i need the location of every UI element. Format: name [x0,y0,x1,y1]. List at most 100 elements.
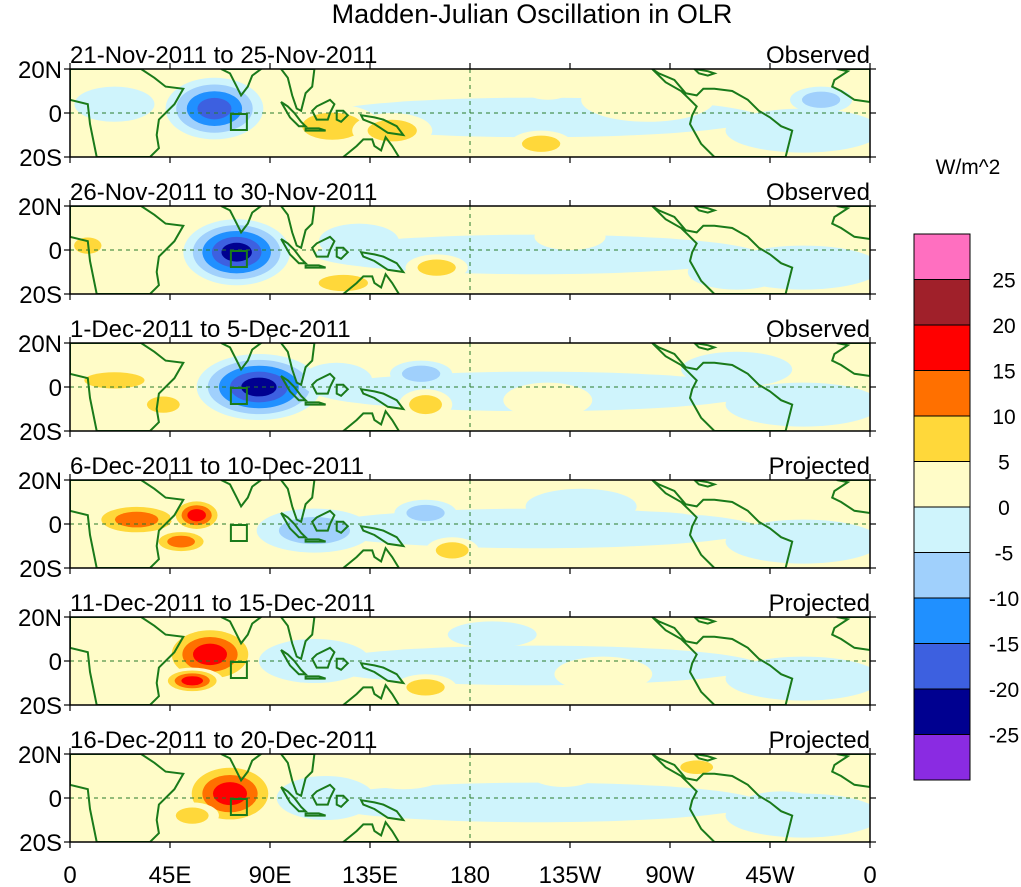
coastline-8 [304,401,326,406]
panel-6: 20N 0 20S 16-Dec-2011 to 20-Dec-2011 Project… [18,727,876,857]
legend-label: 5 [998,452,1010,475]
anomaly-1-level-4 [197,97,232,120]
panel-field [70,754,870,842]
coastline-12 [830,206,870,241]
coastline-3 [279,480,316,524]
coastline-3 [279,343,316,387]
legend-swatch-4 [913,370,971,417]
panel-stack: 20N 0 20S 21-Nov-2011 to 25-Nov-2011 Observe… [18,42,876,857]
anomaly-8-level-1 [681,351,793,387]
legend-swatch-5 [913,415,971,462]
legend-label: -15 [989,634,1019,657]
coastline-4 [280,786,309,813]
y-tick-label: 20S [19,419,62,446]
y-tick-label: 20S [19,830,62,857]
panel-status: Observed [766,42,870,69]
coastline-7 [359,250,406,274]
anomaly-8-level-1 [581,77,715,122]
y-tick-label: 0 [49,238,62,265]
anomaly-3-level-2 [318,274,368,292]
coastline-2 [220,754,263,783]
x-tick-label: 90W [645,862,695,887]
legend-label: 10 [992,406,1015,429]
coastline-9 [341,272,401,294]
x-tick-label: 90E [249,862,292,887]
legend-swatch-11 [913,688,971,735]
anomaly-1-level-3 [114,511,159,528]
x-tick-label: 45E [149,862,192,887]
coastline-12 [830,343,870,378]
coastline-4 [280,375,309,402]
coastline-6 [335,109,350,124]
coastline-5 [310,783,336,806]
coastline-8 [304,127,326,132]
legend-swatch-12 [913,734,971,781]
legend-swatch-10 [913,643,971,690]
legend-label: 15 [992,361,1015,384]
panel-status: Projected [769,727,870,754]
panel-period: 11-Dec-2011 to 15-Dec-2011 [70,590,376,617]
coastline-2 [220,480,263,509]
panel-status: Projected [769,453,870,480]
coastline-5 [310,98,336,121]
anomaly-4-level-2 [409,395,442,415]
anomaly-5-level-2 [406,679,445,696]
coastline-1 [70,617,185,705]
coastline-8 [304,538,326,543]
coastline-3 [279,206,316,250]
anomaly-8-level-1 [687,254,786,290]
legend-swatch-2 [913,279,971,326]
anomaly-2-level-2 [175,807,209,824]
index-box [229,387,248,405]
coastline-2 [220,69,263,98]
y-tick-label: 20S [19,145,62,172]
coastline-8 [304,812,326,817]
coastline-12 [830,754,870,789]
anomaly-4-level-2 [521,135,561,152]
panel-status: Projected [769,590,870,617]
coastline-12 [830,480,870,515]
panel-status: Observed [766,316,870,343]
legend-label: -10 [989,588,1019,611]
legend-swatch-6 [913,461,971,508]
anomaly-1-level-4 [192,643,228,666]
legend-swatch-7 [913,506,971,553]
x-tick-label: 45W [745,862,795,887]
anomaly-8-level-1 [665,488,733,516]
coastline-11 [692,69,718,77]
coastline-9 [341,409,401,431]
coastline-6 [335,520,350,535]
anomaly-3-level-2 [146,396,180,413]
legend-swatch-3 [913,324,971,371]
coastline-4 [280,649,309,676]
coastline-2 [220,206,263,235]
coastline-1 [70,754,185,842]
coastline-6 [335,794,350,809]
y-tick-label: 20N [18,742,62,769]
coastline-5 [310,372,336,395]
anomaly-2-level-2 [302,112,363,140]
coastline-12 [830,69,870,104]
y-tick-label: 0 [49,649,62,676]
anomaly-4-level-1 [363,762,444,790]
panel-4: 20N 0 20S 6-Dec-2011 to 10-Dec-2011 Projecte… [18,453,876,583]
coastline-6 [335,383,350,398]
panel-period: 6-Dec-2011 to 10-Dec-2011 [70,453,364,480]
legend-label: 0 [998,497,1010,520]
coastline-4 [280,101,309,128]
panel-period: 1-Dec-2011 to 5-Dec-2011 [70,316,351,343]
coastline-9 [341,135,401,157]
panel-field [70,69,870,157]
panel-5: 20N 0 20S 11-Dec-2011 to 15-Dec-2011 Project… [18,590,876,720]
y-tick-label: 0 [49,101,62,128]
index-box [229,113,248,131]
anomaly-7-level-1 [503,382,593,418]
x-tick-label: 0 [863,862,876,887]
weak-negative-wash [725,108,870,153]
coastline-8 [304,675,326,680]
y-tick-label: 20N [18,331,62,358]
anomaly-6-level-1 [447,621,537,648]
coastline-7 [359,798,406,822]
x-tick-label: 135E [342,862,398,887]
coastline-10 [651,206,794,294]
